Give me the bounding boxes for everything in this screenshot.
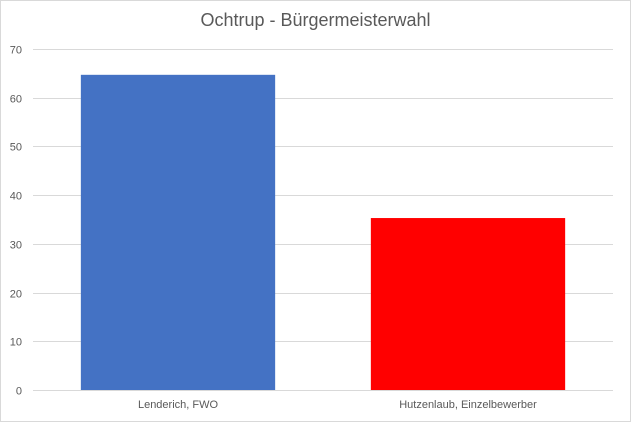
- y-tick-label: 0: [16, 386, 22, 398]
- bars: [80, 74, 566, 390]
- y-tick-label: 30: [10, 240, 22, 252]
- bar-2: [370, 218, 566, 390]
- y-tick-label: 60: [10, 94, 22, 106]
- y-axis-ticks: 0 10 20 30 40 50 60 70: [10, 45, 22, 398]
- x-axis-labels: Lenderich, FWO Hutzenlaub, Einzelbewerber: [138, 399, 537, 411]
- x-category-label: Lenderich, FWO: [138, 399, 219, 411]
- x-category-label: Hutzenlaub, Einzelbewerber: [399, 399, 537, 411]
- y-tick-label: 70: [10, 45, 22, 57]
- y-tick-label: 40: [10, 191, 22, 203]
- y-tick-label: 50: [10, 142, 22, 154]
- chart-title: Ochtrup - Bürgermeisterwahl: [200, 10, 431, 30]
- y-tick-label: 10: [10, 337, 22, 349]
- y-tick-label: 20: [10, 289, 22, 301]
- bar-1: [80, 74, 276, 390]
